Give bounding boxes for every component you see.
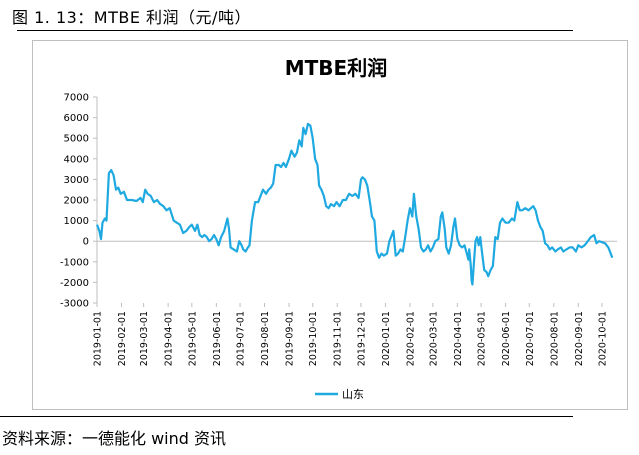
x-tick-label: 2020-03-01 [428,311,439,366]
y-tick-label: 0 [83,237,89,248]
y-tick-label: 3000 [64,175,89,186]
series-line-shandong [95,122,614,286]
x-tick-label: 2020-01-01 [381,311,392,366]
x-tick-label: 2020-09-01 [574,311,585,366]
y-axis: -3000 -2000 -1000 0 1000 2000 3000 4000 5000 6000… [60,93,98,310]
y-tick-label: -1000 [60,257,89,268]
x-tick-label: 2019-04-01 [164,311,175,366]
y-tick-label: 6000 [64,113,89,124]
x-tick-label: 2019-11-01 [333,311,344,366]
x-tick-label: 2019-03-01 [139,311,150,366]
x-tick-label: 2020-04-01 [453,311,464,366]
y-tick-label: -2000 [60,278,89,289]
x-tick-label: 2019-07-01 [236,311,247,366]
x-tick-label: 2019-12-01 [356,311,367,366]
x-tick-label: 2020-08-01 [549,311,560,366]
source-note: 资料来源：一德能化 wind 资讯 [2,429,227,448]
x-tick-label: 2020-06-01 [501,311,512,366]
x-tick-label: 2019-02-01 [117,311,128,366]
x-tick-label: 2020-07-01 [525,311,536,366]
x-axis: 2019-01-01 2019-02-01 2019-03-01 2019-04-01… [93,240,617,366]
top-rule [17,30,573,31]
y-tick-label: 7000 [64,93,89,104]
x-tick-label: 2019-05-01 [187,311,198,366]
x-tick-label: 2019-09-01 [285,311,296,366]
chart-title: MTBE利润 [285,56,387,80]
legend-label-shandong: 山东 [342,388,364,401]
x-tick-label: 2019-01-01 [93,311,104,366]
plot-area [95,122,614,286]
x-tick-label: 2020-10-01 [597,311,608,366]
y-tick-label: -3000 [60,299,89,310]
x-tick-label: 2020-02-01 [405,311,416,366]
bottom-rule [0,416,573,417]
y-tick-label: 1000 [64,216,89,227]
x-tick-label: 2019-06-01 [212,311,223,366]
y-tick-label: 5000 [64,134,89,145]
x-tick-label: 2019-10-01 [308,311,319,366]
y-tick-label: 2000 [64,196,89,207]
x-tick-label: 2020-05-01 [477,311,488,366]
chart-frame: MTBE利润 -3000 -2000 -1000 0 1000 2000 3000 4000 5… [32,40,628,410]
y-tick-label: 4000 [64,154,89,165]
x-tick-label: 2019-08-01 [260,311,271,366]
figure-caption: 图 1. 13：MTBE 利润（元/吨） [12,8,251,27]
chart-svg: MTBE利润 -3000 -2000 -1000 0 1000 2000 3000 4000 5… [60,56,617,401]
legend: 山东 [315,388,364,401]
